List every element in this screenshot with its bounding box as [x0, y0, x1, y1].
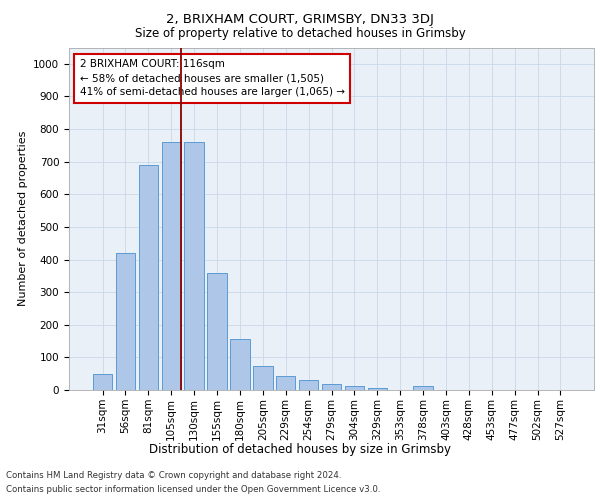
Bar [208, 272, 227, 390]
Y-axis label: Number of detached properties: Number of detached properties [17, 131, 28, 306]
Text: 2 BRIXHAM COURT: 116sqm
← 58% of detached houses are smaller (1,505)
41% of semi: 2 BRIXHAM COURT: 116sqm ← 58% of detache… [79, 60, 344, 98]
Bar [253, 366, 272, 390]
Bar [413, 386, 433, 390]
Text: Size of property relative to detached houses in Grimsby: Size of property relative to detached ho… [134, 28, 466, 40]
Text: Contains HM Land Registry data © Crown copyright and database right 2024.: Contains HM Land Registry data © Crown c… [6, 471, 341, 480]
Text: 2, BRIXHAM COURT, GRIMSBY, DN33 3DJ: 2, BRIXHAM COURT, GRIMSBY, DN33 3DJ [166, 12, 434, 26]
Bar [276, 376, 295, 390]
Bar [322, 384, 341, 390]
Bar [230, 340, 250, 390]
Bar [116, 253, 135, 390]
Bar [93, 374, 112, 390]
Bar [344, 386, 364, 390]
Bar [368, 388, 387, 390]
Bar [161, 142, 181, 390]
Bar [299, 380, 319, 390]
Bar [139, 165, 158, 390]
Bar [184, 142, 204, 390]
Text: Contains public sector information licensed under the Open Government Licence v3: Contains public sector information licen… [6, 485, 380, 494]
Text: Distribution of detached houses by size in Grimsby: Distribution of detached houses by size … [149, 442, 451, 456]
